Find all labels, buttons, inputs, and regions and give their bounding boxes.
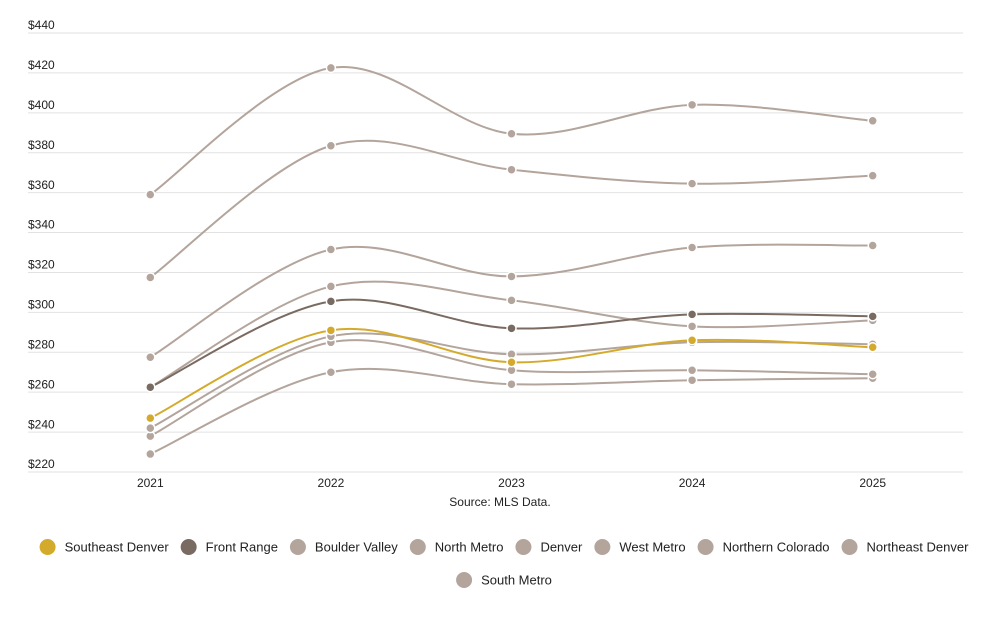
data-point <box>867 368 878 380</box>
data-point <box>325 325 337 336</box>
data-point <box>686 309 698 320</box>
data-point <box>867 240 878 251</box>
legend-swatch <box>39 539 56 555</box>
series-line <box>149 139 873 279</box>
legend-label: Boulder Valley <box>315 539 398 554</box>
legend-swatch <box>180 539 197 555</box>
x-tick-label: 2024 <box>679 476 706 490</box>
data-point <box>145 352 156 363</box>
y-tick-label: $380 <box>28 138 55 152</box>
x-tick-label: 2025 <box>859 476 886 490</box>
legend-label: Front Range <box>206 539 278 554</box>
data-point <box>506 271 517 282</box>
source-note: Source: MLS Data. <box>449 495 550 509</box>
legend-item: Boulder Valley <box>289 539 398 555</box>
legend-item: South Metro <box>456 572 552 588</box>
legend-item: Denver <box>515 539 583 555</box>
x-tick-label: 2021 <box>137 476 164 490</box>
data-point <box>686 321 698 332</box>
data-point <box>686 364 698 376</box>
data-point <box>686 178 698 189</box>
legend-label: North Metro <box>435 539 504 554</box>
legend-label: Northern Colorado <box>723 539 830 554</box>
data-point <box>686 374 698 386</box>
legend-item: Southeast Denver <box>39 539 170 555</box>
legend-item: North Metro <box>409 539 504 555</box>
data-point <box>145 381 156 393</box>
series-line <box>149 65 873 196</box>
data-point <box>867 342 878 353</box>
data-point <box>686 242 698 253</box>
legend-swatch <box>841 539 858 555</box>
data-point <box>506 295 517 306</box>
y-tick-label: $340 <box>28 218 55 232</box>
legend-label: Northeast Denver <box>867 539 970 554</box>
data-point <box>867 311 878 322</box>
legend-label: South Metro <box>481 572 552 587</box>
legend-label: Denver <box>540 539 583 554</box>
legend-label: West Metro <box>619 539 685 554</box>
data-point <box>325 281 337 292</box>
y-tick-label: $280 <box>28 337 55 351</box>
data-point <box>867 115 878 127</box>
y-tick-label: $440 <box>28 18 55 32</box>
legend-label: Southeast Denver <box>65 539 170 554</box>
data-point <box>506 357 517 368</box>
data-point <box>145 422 156 434</box>
x-tick-label: 2022 <box>318 476 345 490</box>
y-tick-label: $400 <box>28 98 55 112</box>
legend-swatch <box>409 539 426 555</box>
data-point <box>325 366 337 378</box>
legend-swatch <box>697 539 714 555</box>
legend-swatch <box>515 539 532 555</box>
data-point <box>145 189 156 200</box>
legend-swatch <box>456 572 473 588</box>
data-point <box>325 62 337 74</box>
y-tick-label: $220 <box>28 457 55 471</box>
y-tick-label: $300 <box>28 298 55 312</box>
legend-swatch <box>289 539 306 555</box>
legend-swatch <box>594 539 611 555</box>
y-tick-label: $360 <box>28 178 55 192</box>
y-tick-label: $240 <box>28 417 55 431</box>
data-point <box>506 128 517 140</box>
x-tick-label: 2023 <box>498 476 525 490</box>
y-tick-label: $260 <box>28 377 55 391</box>
data-point <box>867 170 878 181</box>
y-tick-label: $320 <box>28 258 55 272</box>
data-point <box>145 412 156 424</box>
data-point <box>325 244 337 255</box>
data-point <box>506 164 517 175</box>
data-point <box>325 140 337 151</box>
data-point <box>686 335 698 346</box>
legend-item: Northeast Denver <box>841 539 970 555</box>
data-point <box>325 296 337 307</box>
data-point <box>506 323 517 334</box>
data-point <box>686 99 698 111</box>
data-point <box>506 378 517 390</box>
data-point <box>145 448 156 460</box>
data-point <box>145 272 156 283</box>
legend-item: West Metro <box>594 539 686 555</box>
y-tick-label: $420 <box>28 58 55 72</box>
legend-item: Front Range <box>180 539 278 555</box>
legend-item: Northern Colorado <box>697 539 830 555</box>
